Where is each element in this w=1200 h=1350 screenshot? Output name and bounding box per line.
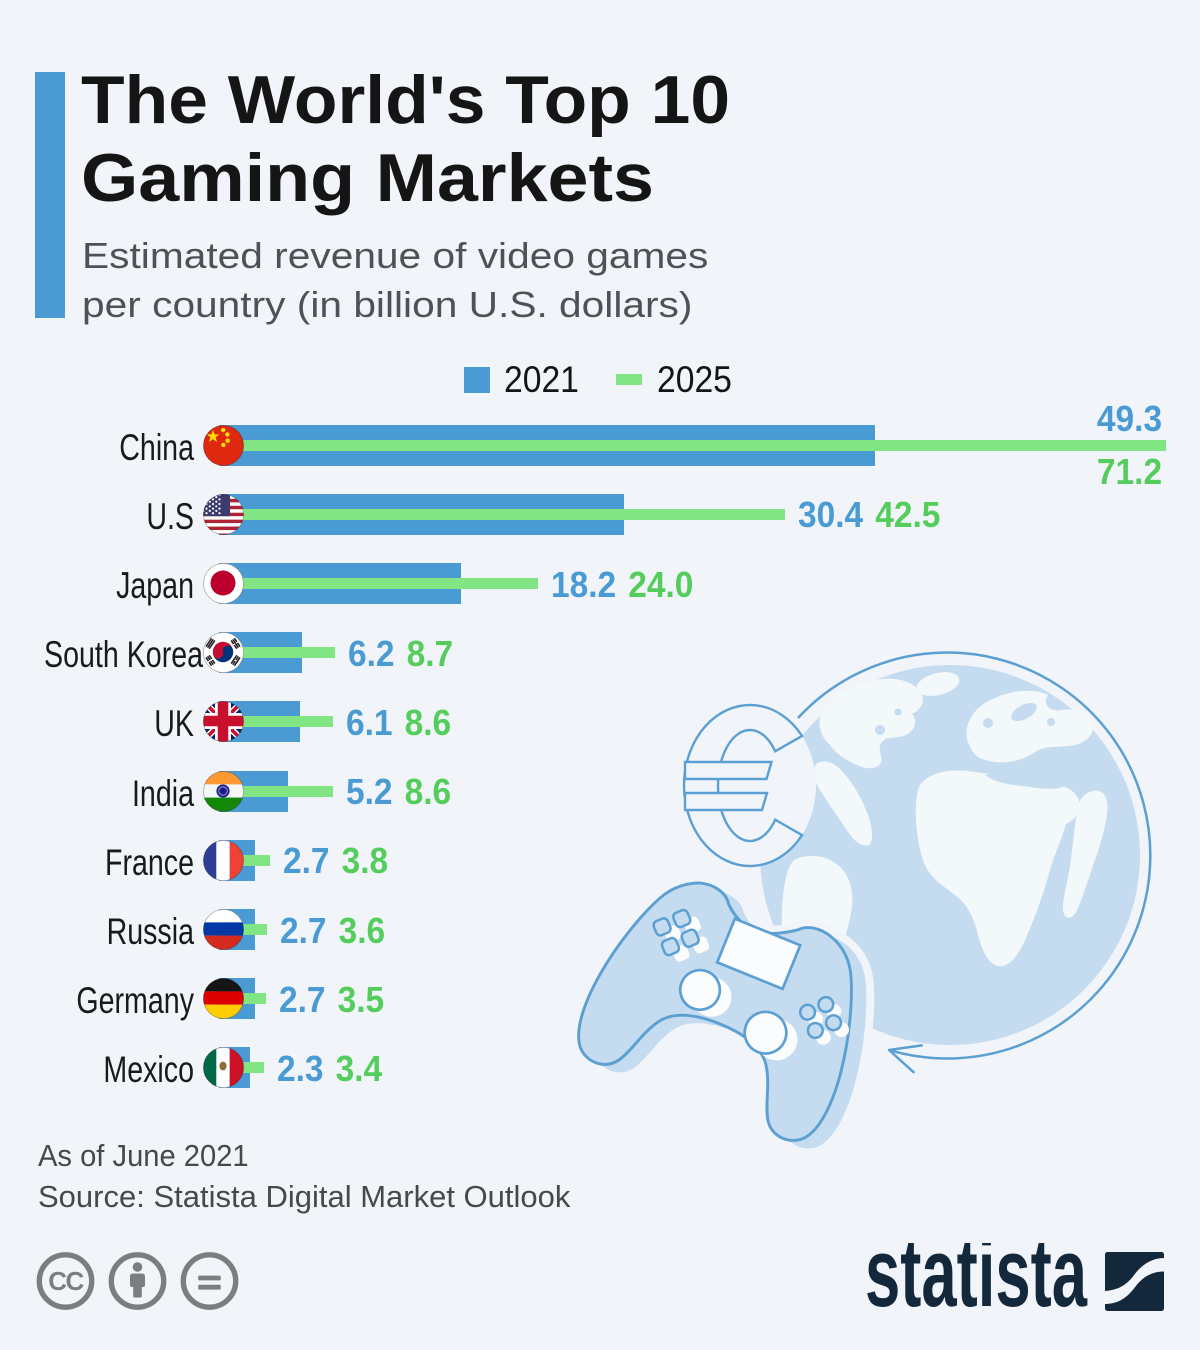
svg-text:statista: statista bbox=[865, 1243, 1088, 1315]
svg-text:CC: CC bbox=[48, 1266, 84, 1296]
